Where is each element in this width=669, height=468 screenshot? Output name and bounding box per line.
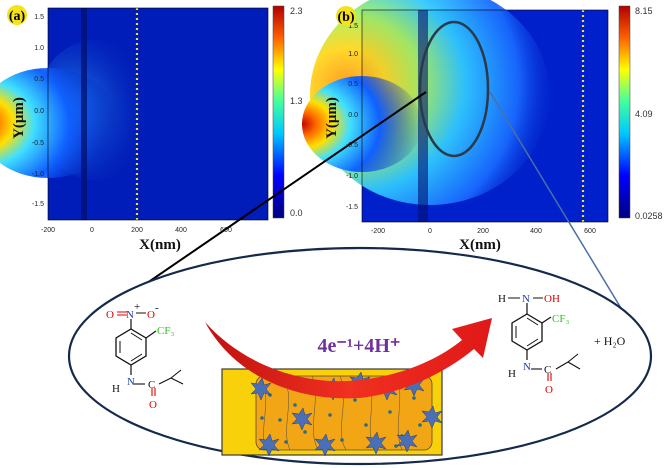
x-axis-title-a: X(nm) xyxy=(139,237,181,253)
product-carbon: C xyxy=(544,364,551,376)
y-tick-a: 1.5 xyxy=(34,14,44,21)
y-tick-a: -1.0 xyxy=(32,171,44,178)
product-nitrogen: N xyxy=(522,293,530,305)
reactant-nitrogen: N xyxy=(126,309,134,321)
colorbar-tick-b: 0.0258 xyxy=(635,211,663,221)
reactant-oxygen: O xyxy=(106,309,114,321)
y-tick-a: 0.0 xyxy=(34,108,44,115)
interface-band-a xyxy=(81,8,87,220)
x-tick-a: 0 xyxy=(90,227,94,234)
x-tick-a: 600 xyxy=(220,227,232,234)
reactant-cf3: CF₃ xyxy=(157,325,174,337)
y-tick-a: -0.5 xyxy=(32,140,44,147)
reaction-ellipse xyxy=(67,246,653,466)
product-molecule: H N OH CF₃ H N C O xyxy=(498,293,581,396)
x-tick-b: 600 xyxy=(584,228,596,235)
colorbar-tick-b: 8.15 xyxy=(635,6,653,16)
reactant-hydrogen: H xyxy=(112,383,120,395)
hotspot-a xyxy=(0,68,118,178)
reactant-oxygen: O xyxy=(147,309,155,321)
colorbar-tick-a: 0.0 xyxy=(290,208,303,218)
product-hydrogen: H xyxy=(508,368,516,380)
reaction-arrow xyxy=(205,318,492,399)
reactant-amide-nitrogen: N xyxy=(127,376,135,388)
zoom-ellipse xyxy=(418,20,490,158)
y-tick-a: 0.5 xyxy=(34,76,44,83)
product-cf3: CF₃ xyxy=(552,313,569,325)
byproduct-water: + H₂O xyxy=(594,334,626,348)
reactant-molecule: O N + O - CF₃ H N C O xyxy=(106,301,184,411)
product-carbonyl-oxygen: O xyxy=(545,384,553,396)
reactant-carbonyl-oxygen: O xyxy=(149,399,157,411)
reactant-minus: - xyxy=(155,302,159,314)
y-tick-b: -1.0 xyxy=(346,173,358,180)
colorbar-a xyxy=(272,5,285,219)
x-axis-title-b: X(nm) xyxy=(459,237,501,253)
colorbar-b xyxy=(618,5,631,219)
panel-a: 1.5 1.0 0.5 0.0 -0.5 -1.0 -1.5 -200 0 20… xyxy=(0,5,303,253)
colorbar-tick-a: 1.3 xyxy=(290,96,303,106)
y-tick-b: 0.5 xyxy=(348,81,358,88)
y-axis-title-b: Y(μm) xyxy=(324,97,340,139)
x-tick-b: 200 xyxy=(477,228,489,235)
product-amide-nitrogen: N xyxy=(523,361,531,373)
y-axis-title-a: Y(μm) xyxy=(11,97,27,139)
reactant-carbon: C xyxy=(148,379,155,391)
x-tick-a: 400 xyxy=(175,227,187,234)
x-tick-b: -200 xyxy=(371,228,385,235)
panel-label-badge-a xyxy=(7,5,27,25)
y-tick-a: -1.5 xyxy=(32,201,44,208)
colorbar-tick-b: 4.09 xyxy=(635,109,653,119)
y-tick-b: 0.0 xyxy=(348,112,358,119)
reactant-plus: + xyxy=(134,301,140,313)
zoom-connector-right xyxy=(489,91,628,319)
y-tick-a: 1.0 xyxy=(34,45,44,52)
panel-b: 1.5 1.0 0.5 0.0 -0.5 -1.0 -1.5 -200 0 20… xyxy=(302,0,663,253)
x-tick-b: 0 xyxy=(428,228,432,235)
x-tick-b: 400 xyxy=(530,228,542,235)
panel-label-badge-b xyxy=(336,6,356,26)
y-tick-b: -1.5 xyxy=(346,204,358,211)
product-hydroxyl: OH xyxy=(544,293,560,305)
y-tick-b: 1.0 xyxy=(348,51,358,58)
panel-label-b: (b) xyxy=(337,10,354,25)
panel-label-a: (a) xyxy=(9,9,26,24)
product-hydrogen-top: H xyxy=(498,293,506,305)
x-tick-a: -200 xyxy=(41,227,55,234)
colorbar-tick-a: 2.3 xyxy=(290,6,303,16)
y-tick-b: -0.5 xyxy=(346,142,358,149)
reaction-equation: 4e⁻¹+4H⁺ xyxy=(318,335,401,357)
x-tick-a: 200 xyxy=(131,227,143,234)
y-tick-b: 1.5 xyxy=(348,23,358,30)
